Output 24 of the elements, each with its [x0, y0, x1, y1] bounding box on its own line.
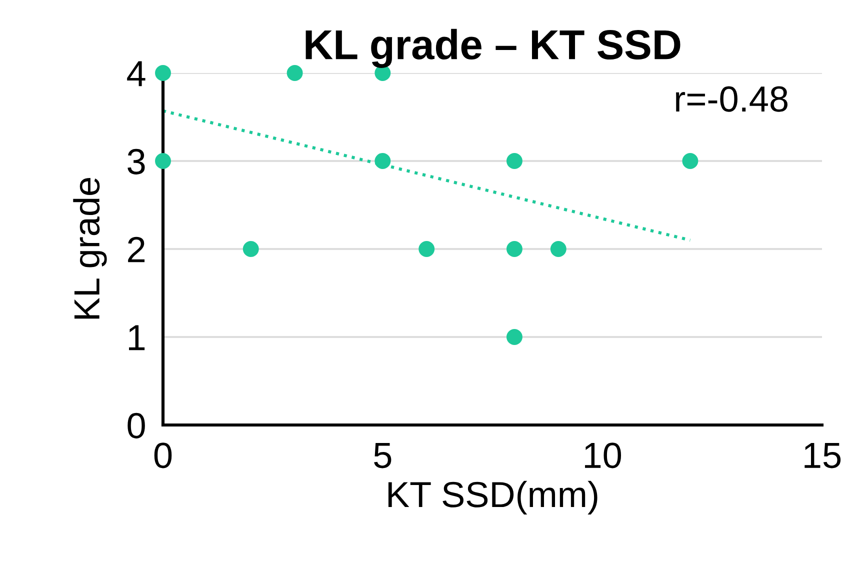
annotation: r=-0.48 — [676, 86, 788, 112]
point — [506, 241, 522, 257]
point — [418, 241, 435, 257]
y-tick-label: 2 — [128, 236, 145, 262]
x-tick-label: 0 — [154, 442, 172, 468]
x-tick-label: 10 — [585, 442, 622, 468]
point — [242, 241, 259, 257]
x-tick-label: 5 — [374, 442, 392, 468]
y-axis-title: KL grade — [73, 178, 107, 319]
x-tick-label: 15 — [804, 442, 841, 468]
x-axis-title: KT SSD(mm) — [388, 480, 598, 515]
y-tick-label: 3 — [128, 148, 145, 174]
point — [374, 153, 391, 169]
point — [506, 329, 522, 345]
point — [155, 65, 171, 81]
y-tick-label: 1 — [129, 325, 145, 350]
y-tick-label: 0 — [128, 412, 145, 438]
chart-title: KL grade – KT SSD — [306, 28, 680, 68]
point — [682, 153, 698, 169]
y-tick-label: 4 — [127, 61, 146, 86]
point — [550, 241, 566, 257]
point — [506, 153, 522, 169]
point — [155, 153, 171, 169]
point — [286, 65, 303, 81]
